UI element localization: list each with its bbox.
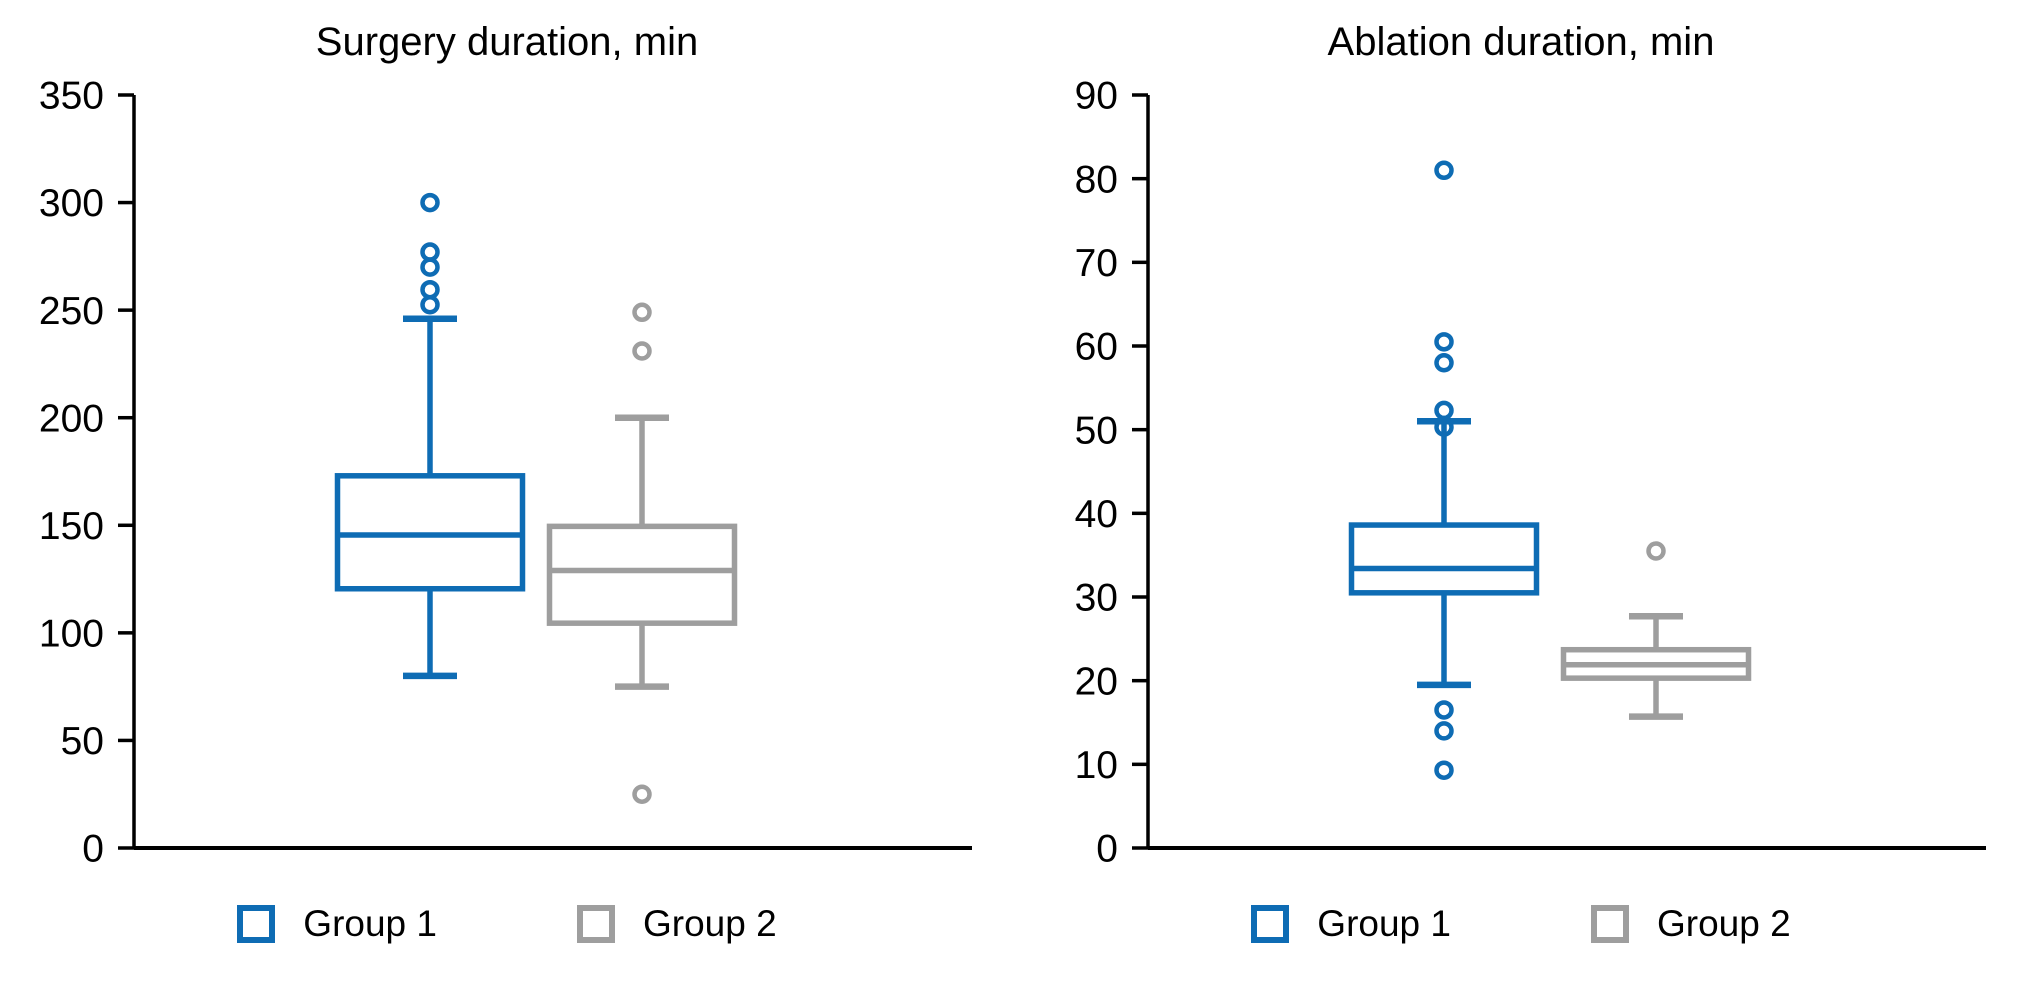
outlier-point — [420, 242, 440, 262]
legend-label-group1: Group 1 — [1317, 903, 1451, 944]
legend-item-group2: Group 2 — [1591, 903, 1791, 945]
outlier-point — [632, 784, 652, 804]
outlier-point — [420, 192, 440, 213]
y-tick-label: 20 — [1075, 660, 1118, 703]
outlier-point — [1646, 541, 1666, 561]
y-tick-label: 10 — [1075, 744, 1118, 787]
y-tick-label: 250 — [39, 290, 104, 333]
group2-swatch-icon — [1591, 905, 1629, 943]
y-tick-label: 0 — [1096, 828, 1118, 870]
outlier-point — [1434, 332, 1454, 352]
box-group1 — [334, 192, 526, 680]
group1-swatch-icon — [237, 905, 276, 943]
y-tick-label: 150 — [39, 505, 104, 548]
surgery-duration-chart: Surgery duration, min 0 50 100 150 200 250 300… — [0, 0, 1014, 992]
outlier-point — [1434, 400, 1454, 421]
y-tick-label: 200 — [39, 397, 104, 440]
boxplot-canvas: 0 50 100 150 200 250 300 350 — [39, 75, 972, 870]
outlier-point — [1434, 760, 1454, 780]
legend-item-group2: Group 2 — [577, 903, 777, 945]
chart-title: Surgery duration, min — [315, 20, 699, 64]
outlier-point — [420, 257, 440, 277]
outlier-point — [632, 302, 652, 323]
box-group1 — [1348, 160, 1540, 780]
group1-swatch-icon — [1251, 905, 1290, 943]
ablation-duration-chart: Ablation duration, min 0 10 20 30 40 50 60 70 80… — [1014, 0, 2028, 992]
y-tick-label: 60 — [1075, 326, 1118, 369]
box-group2 — [1560, 541, 1752, 720]
outlier-point — [1434, 700, 1454, 720]
y-tick-label: 40 — [1075, 493, 1118, 536]
y-tick-label: 50 — [61, 720, 104, 763]
outlier-point — [420, 295, 440, 315]
box-rect — [1348, 522, 1540, 596]
group2-swatch-icon — [577, 905, 615, 943]
legend-label-group1: Group 1 — [303, 903, 437, 944]
y-tick-label: 100 — [39, 613, 104, 656]
boxplot-canvas: 0 10 20 30 40 50 60 70 80 90 — [1075, 75, 1986, 870]
box-rect — [546, 523, 738, 626]
outlier-point — [1434, 721, 1454, 741]
legend: Group 1 Group 2 — [1014, 870, 2028, 992]
outlier-point — [1434, 160, 1454, 181]
y-tick-label: 50 — [1075, 409, 1118, 452]
y-tick-label: 70 — [1075, 242, 1118, 285]
y-tick-label: 90 — [1075, 75, 1118, 118]
legend: Group 1 Group 2 — [0, 870, 1014, 992]
legend-item-group1: Group 1 — [1251, 903, 1451, 945]
y-tick-label: 80 — [1075, 158, 1118, 201]
box-group2 — [546, 302, 738, 804]
y-tick-label: 30 — [1075, 577, 1118, 620]
legend-item-group1: Group 1 — [237, 903, 437, 945]
legend-label-group2: Group 2 — [643, 903, 777, 944]
outlier-point — [632, 341, 652, 361]
y-tick-label: 350 — [39, 75, 104, 118]
outlier-point — [420, 279, 440, 300]
chart-title: Ablation duration, min — [1327, 20, 1715, 64]
y-tick-label: 300 — [39, 182, 104, 225]
outlier-point — [1434, 352, 1454, 373]
y-tick-label: 0 — [82, 828, 104, 870]
legend-label-group2: Group 2 — [1657, 903, 1791, 944]
